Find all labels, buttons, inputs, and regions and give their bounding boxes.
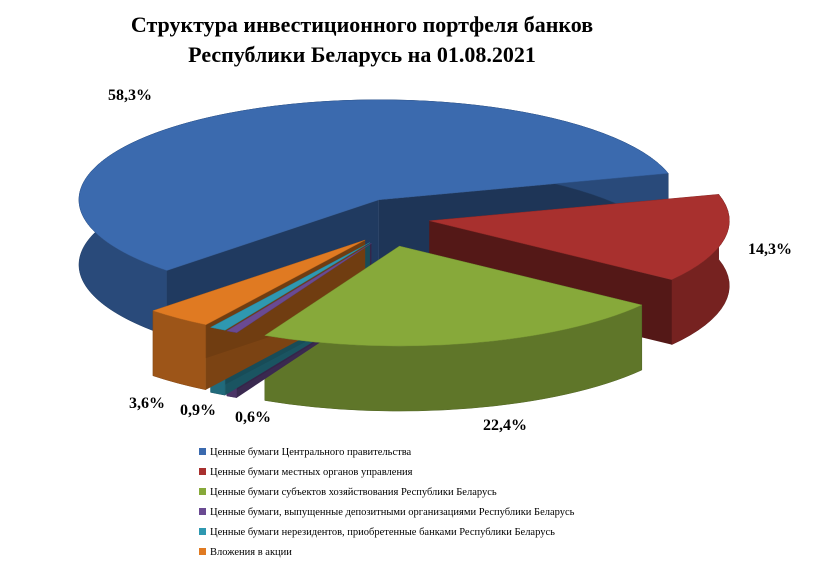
chart-title: Республики Беларусь на 01.08.2021 — [188, 42, 536, 67]
data-label: 14,3% — [748, 241, 792, 258]
slice — [226, 243, 372, 333]
data-label: 0,9% — [180, 402, 216, 419]
legend-label: Ценные бумаги, выпущенные депозитными ор… — [210, 507, 575, 518]
legend-label: Ценные бумаги субъектов хозяйствования Р… — [210, 487, 497, 498]
slice — [152, 239, 366, 326]
legend-swatch — [199, 548, 206, 555]
slice — [209, 242, 370, 331]
legend-label: Ценные бумаги Центрального правительства — [210, 447, 412, 458]
legend-swatch — [199, 448, 206, 455]
slice — [429, 194, 730, 280]
legend-label: Вложения в акции — [210, 547, 292, 558]
data-label: 3,6% — [129, 395, 165, 412]
slice — [78, 99, 669, 271]
chart-title: Структура инвестиционного портфеля банко… — [131, 12, 593, 37]
legend-swatch — [199, 468, 206, 475]
legend-label: Ценные бумаги местных органов управления — [210, 467, 413, 478]
data-label: 22,4% — [483, 417, 527, 434]
legend-swatch — [199, 508, 206, 515]
legend-swatch — [199, 528, 206, 535]
data-label: 0,6% — [235, 409, 271, 426]
slice — [264, 245, 643, 347]
legend-swatch — [199, 488, 206, 495]
data-label: 58,3% — [108, 87, 152, 104]
legend-label: Ценные бумаги нерезидентов, приобретенны… — [210, 527, 555, 538]
